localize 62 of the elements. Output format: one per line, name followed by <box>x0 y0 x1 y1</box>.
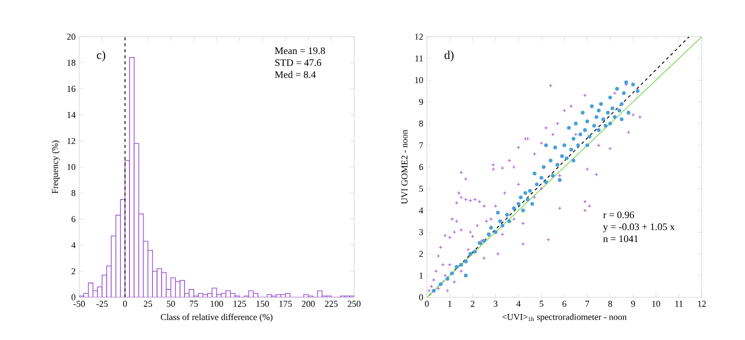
x-tick-label: 75 <box>190 300 198 307</box>
x-axis-title: Class of relative difference (%) <box>160 314 272 322</box>
y-tick-label: 5 <box>419 186 423 192</box>
x-tick-label: 3 <box>494 300 498 307</box>
x-tick-label: 5 <box>540 300 544 307</box>
x-tick-label: 1 <box>448 300 452 307</box>
x-tick-label: 6 <box>562 300 566 307</box>
x-tick-label: 0 <box>424 300 429 307</box>
x-tick-label: 11 <box>675 300 683 307</box>
y-tick-label: 7 <box>419 142 424 148</box>
annotation: Mean = 19.8 <box>274 47 325 54</box>
y-tick-label: 6 <box>419 164 424 170</box>
y-tick-label: 4 <box>71 242 76 248</box>
x-tick-label: 7 <box>586 300 590 307</box>
y-tick-label: 10 <box>67 164 76 170</box>
x-tick-label: 2 <box>470 300 474 307</box>
x-tick-label: -50 <box>74 300 85 307</box>
x-tick-label: 10 <box>652 300 660 307</box>
y-tick-label: 14 <box>67 112 76 118</box>
x-tick-label: 125 <box>234 300 246 307</box>
x-tick-label: 150 <box>256 300 269 307</box>
y-tick-label: 8 <box>72 190 76 196</box>
x-tick-label: 0 <box>123 300 127 307</box>
annotation: y = -0.03 + 1.05 x <box>603 224 675 232</box>
y-tick-label: 20 <box>67 34 76 40</box>
y-tick-label: 9 <box>419 98 423 105</box>
annotation: r = 0.96 <box>603 212 634 218</box>
x-tick-label: 175 <box>279 300 292 307</box>
y-tick-label: 3 <box>419 229 423 236</box>
annotation: Med = 8.4 <box>274 71 316 78</box>
x-tick-label: 8 <box>608 300 612 307</box>
annotation: STD = 47.6 <box>275 59 322 66</box>
x-tick-label: 9 <box>631 300 635 307</box>
y-tick-label: 10 <box>415 77 423 84</box>
annotation: d) <box>444 50 454 62</box>
x-tick-label: -25 <box>96 300 108 307</box>
y-tick-label: 2 <box>72 268 76 274</box>
y-tick-label: 8 <box>419 120 423 127</box>
y-tick-label: 4 <box>419 208 424 214</box>
annotation: n = 1041 <box>603 236 638 242</box>
x-tick-label: 50 <box>166 300 175 307</box>
y-tick-label: 1 <box>420 272 423 279</box>
y-tick-label: 12 <box>415 34 423 40</box>
y-axis-title: UVI GOME2 - noon <box>401 130 408 204</box>
y-tick-label: 16 <box>67 86 76 92</box>
y-axis-title: Frequency (%) <box>52 140 60 194</box>
x-tick-label: 250 <box>348 300 361 307</box>
annotation: c) <box>96 50 106 62</box>
x-tick-label: 225 <box>324 300 338 307</box>
y-tick-label: 6 <box>72 216 76 222</box>
x-tick-label: 200 <box>302 300 315 307</box>
y-tick-label: 2 <box>419 251 423 257</box>
x-axis-title: <UVI>$_{1h}$ spectroradiometer - noon <box>502 314 627 322</box>
x-tick-label: 100 <box>210 300 224 307</box>
y-tick-label: 0 <box>72 294 76 300</box>
y-tick-label: 12 <box>67 138 76 144</box>
x-tick-label: 25 <box>144 300 152 307</box>
y-tick-label: 11 <box>415 56 423 62</box>
x-tick-label: 4 <box>516 300 521 307</box>
x-tick-label: 12 <box>698 300 706 307</box>
y-tick-label: 18 <box>67 60 76 66</box>
y-tick-label: 0 <box>419 294 423 300</box>
